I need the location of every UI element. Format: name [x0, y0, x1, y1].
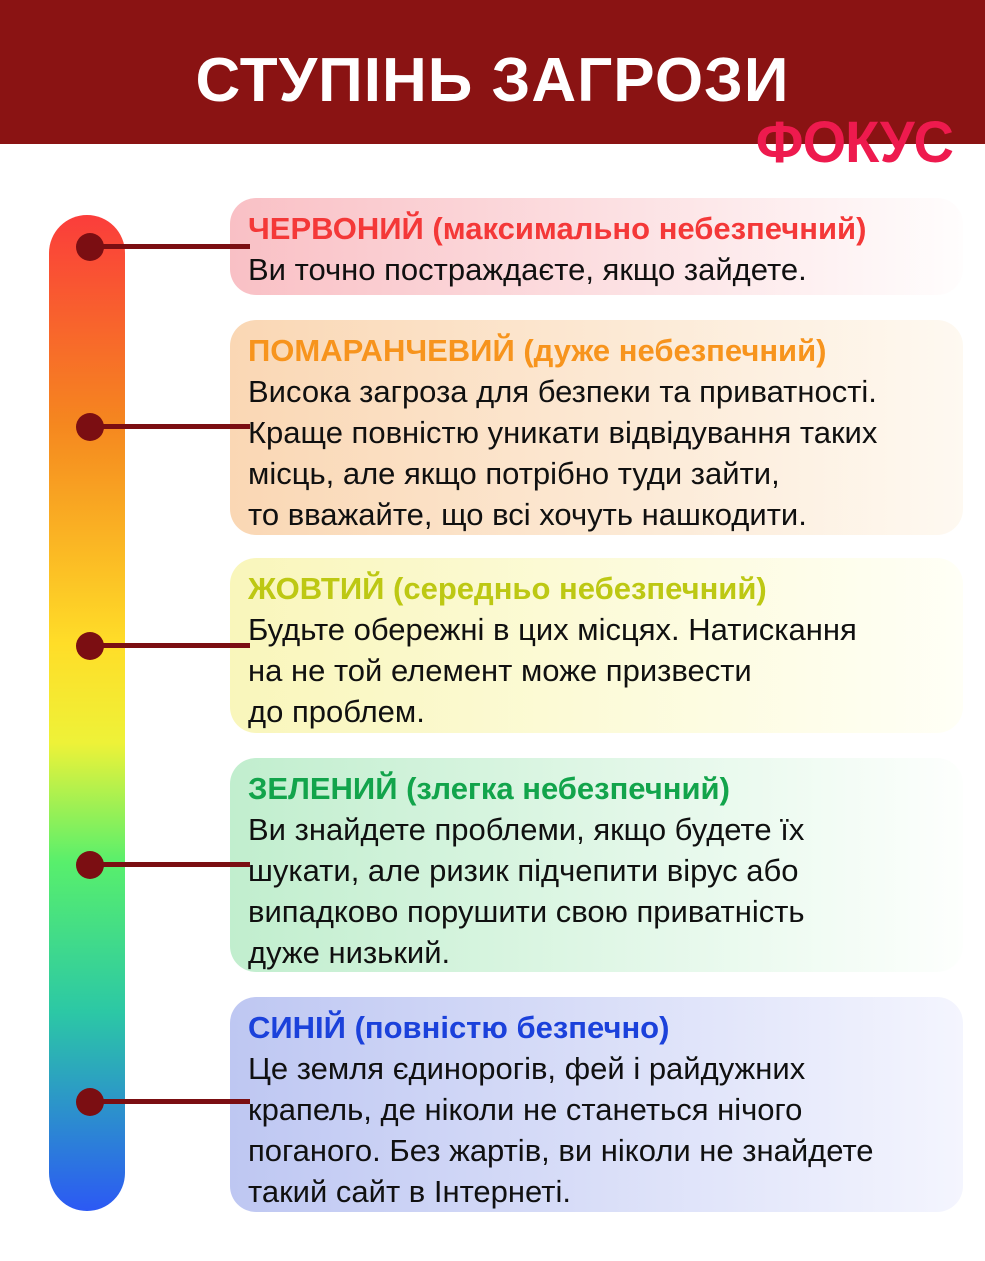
connector-dot-blue	[76, 1088, 104, 1116]
connector-dot-orange	[76, 413, 104, 441]
connector-line-red	[90, 244, 250, 249]
connector-dot-yellow	[76, 632, 104, 660]
brand-logo-fokus: ФОКУС	[755, 108, 954, 175]
threat-gradient-bar	[49, 215, 125, 1211]
level-heading-blue: СИНІЙ (повністю безпечно)	[248, 1010, 670, 1045]
connector-line-orange	[90, 424, 250, 429]
connector-dot-red	[76, 233, 104, 261]
connector-dot-green	[76, 851, 104, 879]
level-description-green: Ви знайдете проблеми, якщо будете їх шук…	[248, 812, 805, 970]
level-description-orange: Висока загроза для безпеки та приватност…	[248, 374, 878, 532]
level-description-blue: Це земля єдинорогів, фей і райдужних кра…	[248, 1051, 874, 1209]
level-card-blue: СИНІЙ (повністю безпечно) Це земля єдино…	[230, 997, 963, 1212]
level-heading-green: ЗЕЛЕНИЙ (злегка небезпечний)	[248, 771, 730, 806]
level-heading-yellow: ЖОВТИЙ (середньо небезпечний)	[248, 571, 767, 606]
connector-line-green	[90, 862, 250, 867]
level-heading-orange: ПОМАРАНЧЕВИЙ (дуже небезпечний)	[248, 333, 827, 368]
level-card-green: ЗЕЛЕНИЙ (злегка небезпечний) Ви знайдете…	[230, 758, 963, 972]
header-banner: СТУПІНЬ ЗАГРОЗИ	[0, 0, 985, 144]
level-heading-red: ЧЕРВОНИЙ (максимально небезпечний)	[248, 211, 867, 246]
level-card-orange: ПОМАРАНЧЕВИЙ (дуже небезпечний) Висока з…	[230, 320, 963, 535]
level-card-red: ЧЕРВОНИЙ (максимально небезпечний) Ви то…	[230, 198, 963, 295]
page-title: СТУПІНЬ ЗАГРОЗИ	[195, 45, 790, 115]
level-card-yellow: ЖОВТИЙ (середньо небезпечний) Будьте обе…	[230, 558, 963, 733]
level-description-yellow: Будьте обережні в цих місцях. Натискання…	[248, 612, 857, 729]
connector-line-yellow	[90, 643, 250, 648]
connector-line-blue	[90, 1099, 250, 1104]
level-description-red: Ви точно постраждаєте, якщо зайдете.	[248, 252, 807, 287]
